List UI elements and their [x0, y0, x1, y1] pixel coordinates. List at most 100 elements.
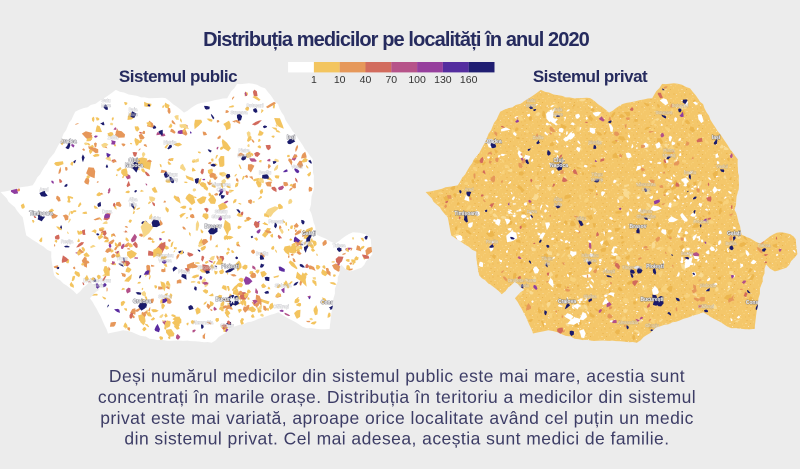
svg-text:Slobozia: Slobozia — [275, 283, 292, 288]
svg-text:Gheorghe: Gheorghe — [211, 214, 231, 219]
svg-text:Giurgiu: Giurgiu — [645, 323, 659, 328]
svg-text:Reșița: Reșița — [61, 239, 74, 244]
svg-text:Sibiu: Sibiu — [576, 216, 586, 221]
svg-text:Zalău: Zalău — [108, 135, 119, 140]
svg-text:Iulia: Iulia — [554, 202, 562, 207]
svg-text:Sibiu: Sibiu — [151, 216, 161, 221]
svg-text:Târgu: Târgu — [166, 172, 178, 177]
svg-text:Alba: Alba — [129, 197, 138, 202]
svg-text:10: 10 — [334, 74, 346, 86]
svg-text:160: 160 — [460, 74, 478, 86]
svg-text:Ciuc: Ciuc — [642, 187, 651, 192]
svg-text:Vaslui: Vaslui — [716, 164, 727, 169]
svg-text:Deva: Deva — [527, 209, 538, 214]
svg-text:Satu: Satu — [102, 98, 111, 103]
svg-text:Neamț: Neamț — [663, 153, 676, 158]
svg-text:Târgoviște: Târgoviște — [622, 265, 643, 270]
svg-text:Giurgiu: Giurgiu — [220, 323, 234, 328]
svg-text:privat este mai variată, aproa: privat este mai variată, aproape orice l… — [100, 408, 694, 428]
svg-text:Alba: Alba — [554, 197, 563, 202]
svg-text:Miercurea: Miercurea — [636, 182, 656, 187]
svg-text:Slatina: Slatina — [583, 294, 597, 299]
svg-text:130: 130 — [434, 74, 452, 86]
svg-text:Tulcea: Tulcea — [758, 243, 771, 248]
svg-text:Mare: Mare — [101, 103, 111, 108]
svg-text:Craiova: Craiova — [133, 299, 152, 305]
svg-text:Târgu: Târgu — [116, 256, 128, 261]
svg-text:Mare: Mare — [526, 103, 536, 108]
svg-text:Ploiești: Ploiești — [221, 264, 239, 270]
svg-text:40: 40 — [360, 74, 372, 86]
svg-text:Deva: Deva — [102, 209, 113, 214]
svg-text:Călărași: Călărași — [273, 304, 289, 309]
svg-text:Mureș: Mureș — [591, 177, 603, 182]
svg-text:Drobeta-Turnu: Drobeta-Turnu — [83, 278, 111, 283]
svg-text:Mare: Mare — [553, 112, 563, 117]
svg-text:Bacău: Bacău — [684, 170, 697, 175]
svg-text:Iulia: Iulia — [129, 202, 137, 207]
svg-text:Napoca: Napoca — [550, 163, 568, 169]
svg-text:București: București — [215, 297, 239, 303]
svg-text:Focșani: Focșani — [268, 219, 283, 224]
svg-text:Craiova: Craiova — [558, 299, 577, 305]
svg-text:Baia: Baia — [129, 107, 138, 112]
svg-text:Vâlcea: Vâlcea — [583, 258, 597, 263]
svg-text:Sistemul public: Sistemul public — [119, 67, 237, 86]
svg-text:Slobozia: Slobozia — [700, 283, 717, 288]
svg-text:Zalău: Zalău — [533, 135, 544, 140]
svg-text:Drobeta-Turnu: Drobeta-Turnu — [508, 278, 536, 283]
svg-text:Târgu: Târgu — [541, 256, 553, 261]
svg-text:100: 100 — [408, 74, 426, 86]
svg-text:70: 70 — [385, 74, 397, 86]
svg-text:Neamț: Neamț — [238, 153, 251, 158]
svg-text:Gheorghe: Gheorghe — [636, 214, 656, 219]
svg-text:Cluj-: Cluj- — [553, 158, 564, 164]
svg-text:Piatra: Piatra — [238, 148, 250, 153]
svg-text:concentrați în marile orașe. D: concentrați în marile orașe. Distribuția… — [98, 387, 696, 407]
svg-text:Distribuția medicilor pe local: Distribuția medicilor pe localități în a… — [203, 29, 590, 51]
svg-text:Botoșani: Botoșani — [672, 103, 689, 108]
svg-text:Iași: Iași — [287, 135, 296, 141]
svg-text:Bistrița: Bistrița — [163, 140, 177, 145]
svg-text:Alexandria: Alexandria — [193, 320, 214, 325]
svg-text:Pitești: Pitești — [178, 269, 190, 274]
svg-text:Arad: Arad — [464, 187, 474, 192]
svg-text:Brașov: Brașov — [630, 224, 647, 230]
svg-text:Ciuc: Ciuc — [217, 187, 226, 192]
svg-text:București: București — [640, 297, 664, 303]
svg-text:Bacău: Bacău — [259, 170, 272, 175]
svg-text:Cluj-: Cluj- — [128, 158, 139, 164]
svg-text:Baia: Baia — [554, 107, 563, 112]
svg-text:Buzău: Buzău — [256, 251, 269, 256]
svg-text:Oradea: Oradea — [59, 139, 76, 145]
svg-text:Galați: Galați — [727, 231, 742, 237]
svg-text:Jiu: Jiu — [119, 261, 125, 266]
svg-text:Botoșani: Botoșani — [247, 103, 264, 108]
svg-text:Severin: Severin — [90, 283, 105, 288]
svg-text:Tulcea: Tulcea — [333, 243, 346, 248]
svg-text:Buzău: Buzău — [681, 251, 694, 256]
svg-text:Galați: Galați — [302, 231, 317, 237]
svg-text:Focșani: Focșani — [693, 219, 708, 224]
svg-text:Suceava: Suceava — [231, 110, 248, 115]
svg-text:Sfântu: Sfântu — [640, 209, 653, 214]
svg-text:Mureș: Mureș — [166, 177, 178, 182]
svg-text:Brăila: Brăila — [301, 241, 313, 246]
svg-text:Călărași: Călărași — [698, 304, 714, 309]
svg-text:Piatra: Piatra — [663, 148, 675, 153]
svg-text:Napoca: Napoca — [125, 163, 143, 169]
svg-text:Satu: Satu — [527, 98, 536, 103]
svg-text:Deși numărul medicilor din sis: Deși numărul medicilor din sistemul publ… — [109, 366, 685, 386]
svg-text:Mare: Mare — [128, 112, 138, 117]
svg-text:Vâlcea: Vâlcea — [158, 258, 172, 263]
svg-text:Bistrița: Bistrița — [588, 140, 602, 145]
svg-text:Râmnicu: Râmnicu — [157, 253, 175, 258]
svg-text:Vaslui: Vaslui — [291, 164, 302, 169]
svg-text:Târgoviște: Târgoviște — [197, 265, 218, 270]
svg-text:Slatina: Slatina — [158, 294, 172, 299]
svg-text:Miercurea: Miercurea — [211, 182, 231, 187]
svg-text:Reșița: Reșița — [486, 239, 499, 244]
svg-text:Brașov: Brașov — [205, 224, 222, 230]
svg-text:Brăila: Brăila — [726, 241, 738, 246]
svg-text:Arad: Arad — [39, 187, 49, 192]
